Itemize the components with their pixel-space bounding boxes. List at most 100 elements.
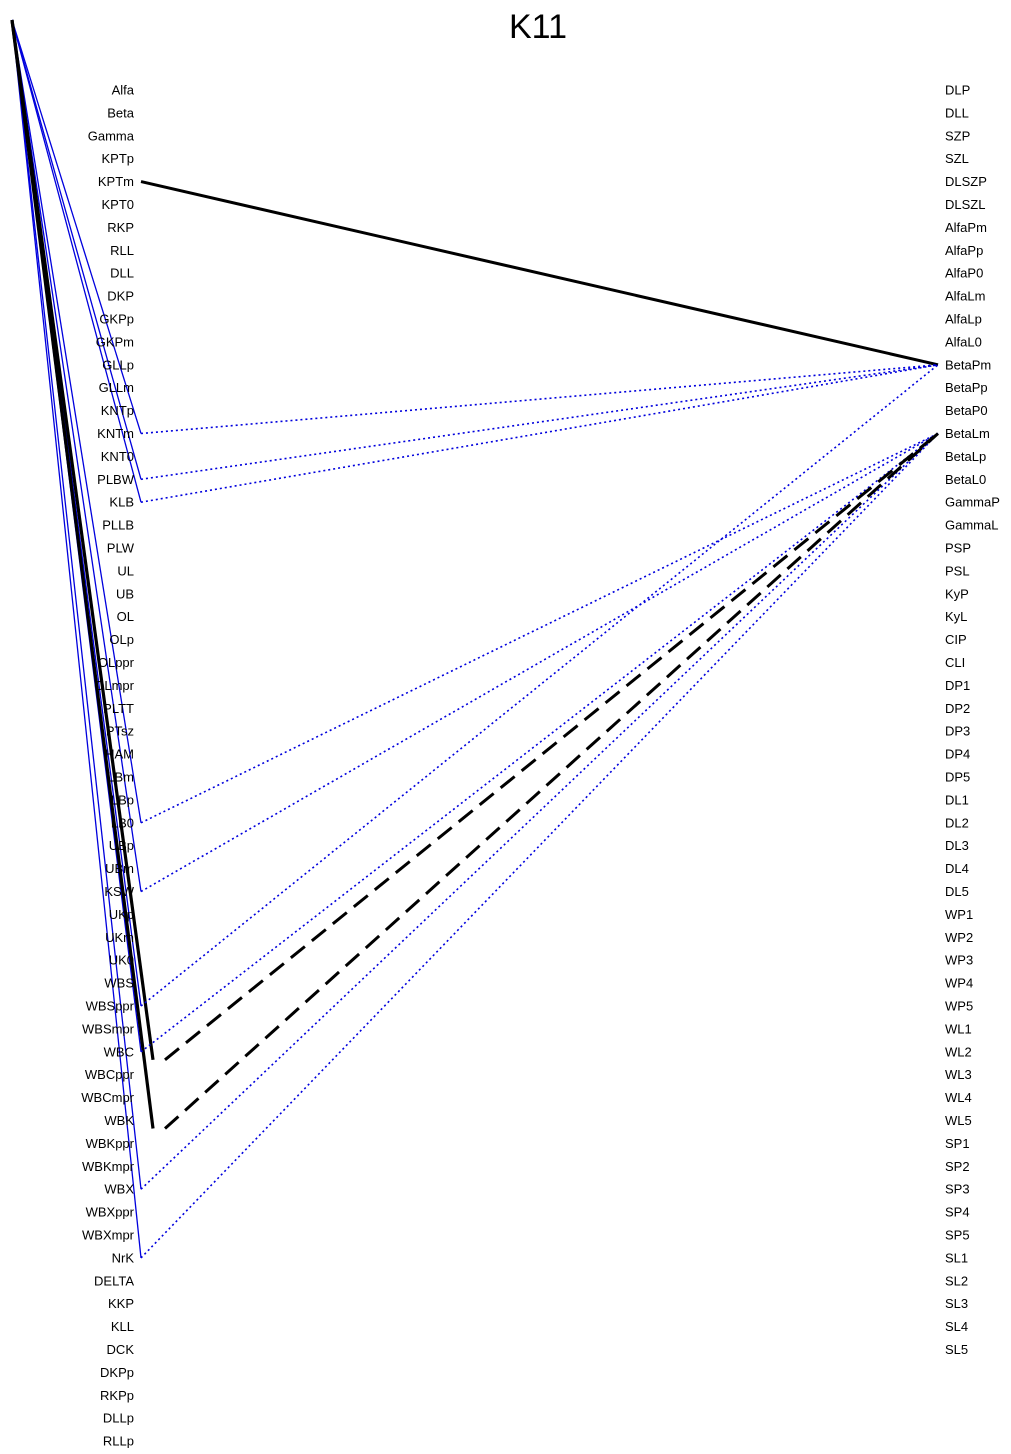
right-label-dl3: DL3 (945, 838, 969, 853)
left-label-ukm: UKm (105, 930, 134, 945)
right-label-dll: DLL (945, 105, 969, 120)
spoke-blue-plbw (11, 19, 142, 480)
left-label-wbc: WBC (104, 1044, 134, 1059)
left-label-uk0: UK0 (109, 953, 134, 968)
left-label-wbkppr: WBKppr (86, 1136, 135, 1151)
spoke-blue-ksw (11, 19, 142, 892)
left-label-dllp: DLLp (103, 1411, 134, 1426)
right-label-alfalm: AlfaLm (945, 289, 985, 304)
left-label-wbkmpr: WBKmpr (82, 1159, 135, 1174)
right-label-cip: CIP (945, 632, 967, 647)
left-label-wbs: WBS (104, 976, 134, 991)
left-label-ptsz: PTsz (106, 724, 134, 739)
right-label-alfalp: AlfaLp (945, 312, 982, 327)
left-label-alfa: Alfa (112, 83, 135, 98)
right-label-dp3: DP3 (945, 724, 970, 739)
left-label-ham: HAM (105, 747, 134, 762)
right-label-sl4: SL4 (945, 1319, 968, 1334)
link-wbx-to-betalm-8 (140, 432, 939, 1190)
left-label-gkpm: GKPm (96, 334, 134, 349)
link-lines (140, 180, 940, 1259)
left-label-wbk: WBK (104, 1113, 134, 1128)
link-klb-to-betapm-3 (140, 364, 939, 503)
right-label-gammal: GammaL (945, 518, 998, 533)
link-wbsppr-to-betapm-6 (140, 364, 939, 1007)
right-label-wl1: WL1 (945, 1021, 972, 1036)
spoke-black-wbk (10, 19, 155, 1129)
right-label-betalm: BetaLm (945, 426, 990, 441)
right-label-betalp: BetaLp (945, 449, 986, 464)
left-label-lbm: LBm (107, 770, 134, 785)
left-label-kntp: KNTp (101, 403, 134, 418)
spoke-blue-kntm (11, 19, 142, 434)
left-label-wbx: WBX (104, 1182, 134, 1197)
right-label-dl5: DL5 (945, 884, 969, 899)
right-label-dp5: DP5 (945, 770, 970, 785)
left-label-olp: OLp (109, 632, 134, 647)
right-label-wl5: WL5 (945, 1113, 972, 1128)
right-label-psl: PSL (945, 563, 970, 578)
left-label-wbxmpr: WBXmpr (82, 1228, 135, 1243)
left-label-plw: PLW (107, 541, 135, 556)
right-label-sl5: SL5 (945, 1342, 968, 1357)
right-label-sp2: SP2 (945, 1159, 970, 1174)
right-label-szl: SZL (945, 151, 969, 166)
left-label-ol: OL (117, 609, 134, 624)
left-label-kntm: KNTm (97, 426, 134, 441)
right-label-wp4: WP4 (945, 976, 973, 991)
right-label-alfal0: AlfaL0 (945, 334, 982, 349)
right-label-dp1: DP1 (945, 678, 970, 693)
right-label-alfap0: AlfaP0 (945, 266, 983, 281)
left-label-rkp: RKP (107, 220, 134, 235)
left-label-kptm: KPTm (98, 174, 134, 189)
right-label-wl3: WL3 (945, 1067, 972, 1082)
right-label-dp2: DP2 (945, 701, 970, 716)
link-wbc-to-betalm-10 (164, 432, 939, 1061)
left-label-rllp: RLLp (103, 1434, 134, 1449)
right-label-sp1: SP1 (945, 1136, 970, 1151)
right-label-wp3: WP3 (945, 953, 973, 968)
right-label-gammap: GammaP (945, 495, 1000, 510)
link-wbk-to-betalm-11 (163, 432, 940, 1130)
spoke-blue-nrk (11, 19, 142, 1258)
right-label-dlp: DLP (945, 83, 970, 98)
right-label-dlszl: DLSZL (945, 197, 985, 212)
right-label-sp3: SP3 (945, 1182, 970, 1197)
right-label-kyl: KyL (945, 609, 967, 624)
left-label-kpt0: KPT0 (101, 197, 134, 212)
left-label-ukp: UKp (109, 907, 134, 922)
right-label-dl2: DL2 (945, 815, 969, 830)
link-ksw-to-betalm-5 (140, 432, 939, 893)
left-label-gllm: GLLm (99, 380, 134, 395)
right-label-dl4: DL4 (945, 861, 969, 876)
left-label-olppr: OLppr (98, 655, 135, 670)
left-label-wbxppr: WBXppr (86, 1205, 135, 1220)
spoke-blue-klb (11, 19, 142, 503)
right-label-dp4: DP4 (945, 747, 970, 762)
right-label-sl2: SL2 (945, 1273, 968, 1288)
left-label-lb0: LB0 (111, 815, 134, 830)
left-label-wbcmpr: WBCmpr (81, 1090, 134, 1105)
left-label-rll: RLL (110, 243, 134, 258)
left-label-wbsmpr: WBSmpr (82, 1021, 135, 1036)
left-label-pltt: PLTT (103, 701, 134, 716)
right-label-betapm: BetaPm (945, 357, 991, 372)
left-label-gllp: GLLp (102, 357, 134, 372)
link-kntm-to-betapm-1 (140, 364, 939, 435)
diagram-title: K11 (509, 8, 567, 46)
right-label-alfapm: AlfaPm (945, 220, 987, 235)
left-label-ubm: UBm (105, 861, 134, 876)
left-label-dck: DCK (107, 1342, 135, 1357)
left-label-delta: DELTA (94, 1273, 134, 1288)
spoke-lines (10, 19, 155, 1258)
left-label-dkp: DKP (107, 289, 134, 304)
left-label-dkpp: DKPp (100, 1365, 134, 1380)
right-label-wl4: WL4 (945, 1090, 972, 1105)
right-label-dl1: DL1 (945, 792, 969, 807)
left-label-wbcppr: WBCppr (85, 1067, 135, 1082)
left-label-ksw: KSW (104, 884, 134, 899)
link-lb0-to-betalm-4 (140, 432, 939, 824)
link-kptm-to-betapm-0 (140, 180, 939, 367)
right-label-alfapp: AlfaPp (945, 243, 983, 258)
left-label-kll: KLL (111, 1319, 134, 1334)
